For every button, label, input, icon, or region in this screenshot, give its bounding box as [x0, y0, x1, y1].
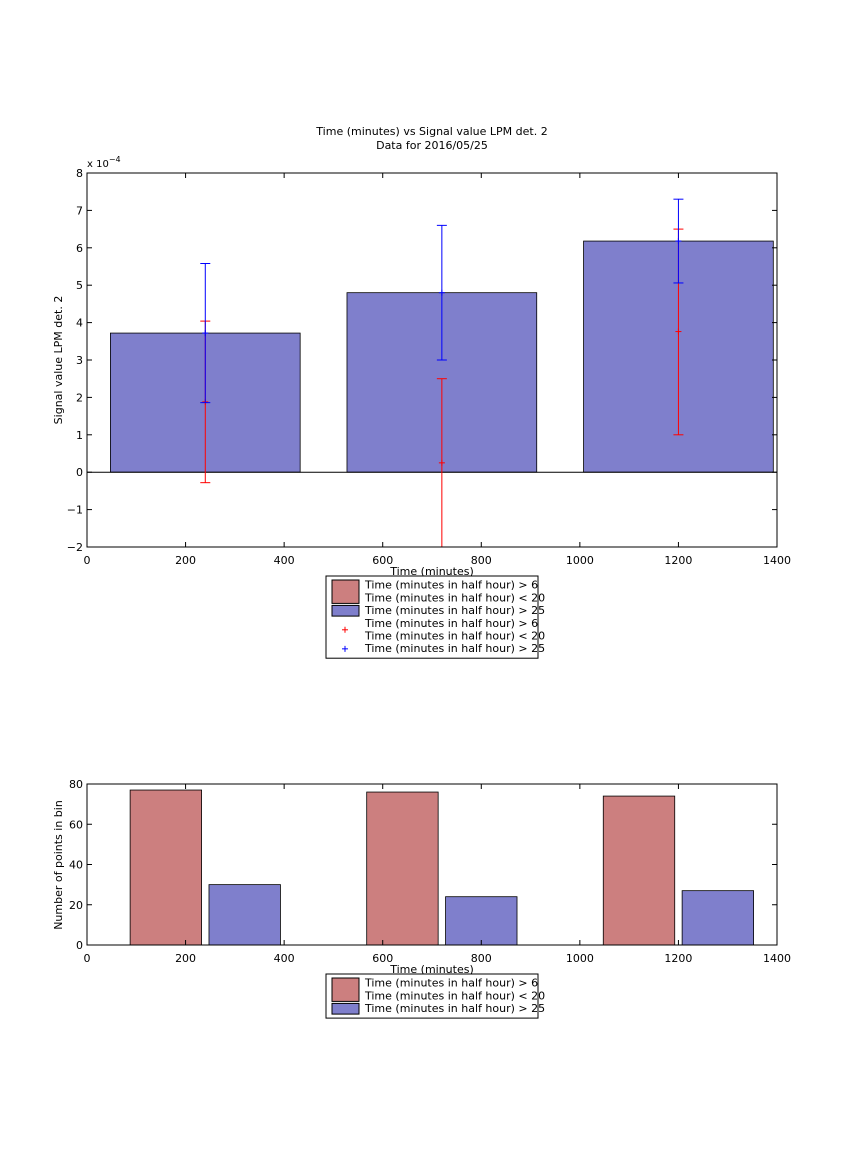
red-bar	[366, 791, 439, 946]
x-tick-label: 1000	[566, 952, 594, 965]
x-tick-label: 0	[84, 554, 91, 567]
blue-bar	[681, 890, 754, 946]
legend-swatch	[331, 1002, 360, 1015]
chart-title: Time (minutes) vs Signal value LPM det. …	[315, 125, 547, 138]
x-axis-label: Time (minutes)	[389, 565, 474, 578]
y-tick-label: 8	[76, 167, 83, 180]
legend-box	[325, 973, 539, 1019]
blue-errorbar	[436, 224, 447, 361]
y-tick-label: 2	[76, 391, 83, 404]
legend-label: Time (minutes in half hour) > 25	[364, 1002, 545, 1015]
legend-swatch	[331, 977, 360, 1002]
x-tick-label: 200	[175, 554, 196, 567]
y-tick-label: 40	[69, 859, 83, 872]
legend-label: Time (minutes in half hour) > 6	[364, 977, 538, 990]
y-axis-label: Number of points in bin	[52, 800, 65, 930]
y-tick-label: 80	[69, 778, 83, 791]
x-tick-label: 800	[471, 554, 492, 567]
y-tick-label: 5	[76, 279, 83, 292]
x-axis-label: Time (minutes)	[389, 963, 474, 976]
chart-signal-value: Time (minutes) vs Signal value LPM det. …	[52, 125, 791, 659]
y-tick-label: −2	[67, 541, 83, 554]
y-tick-label: 6	[76, 242, 83, 255]
x-tick-label: 400	[274, 554, 295, 567]
x-tick-label: 200	[175, 952, 196, 965]
x-tick-label: 1400	[763, 952, 791, 965]
x-tick-label: 1400	[763, 554, 791, 567]
legend-label: Time (minutes in half hour) < 20	[364, 591, 545, 604]
x-tick-label: 600	[372, 554, 393, 567]
x-tick-label: 1200	[664, 952, 692, 965]
y-tick-label: −1	[67, 504, 83, 517]
x-tick-label: 1000	[566, 554, 594, 567]
y-tick-label: 3	[76, 354, 83, 367]
red-bar	[129, 789, 202, 946]
x-tick-label: 0	[84, 952, 91, 965]
y-tick-label: 7	[76, 204, 83, 217]
blue-errorbar	[200, 263, 211, 404]
legend-label: Time (minutes in half hour) < 20	[364, 630, 545, 643]
x-tick-label: 1200	[664, 554, 692, 567]
legend-label: Time (minutes in half hour) > 6	[364, 617, 538, 630]
y-tick-label: 0	[76, 939, 83, 952]
legend-label: Time (minutes in half hour) < 20	[364, 989, 545, 1002]
y-axis-label: Signal value LPM det. 2	[52, 296, 65, 425]
legend-label: Time (minutes in half hour) > 6	[364, 579, 538, 592]
red-bar	[602, 795, 676, 946]
y-exponent-label: x 10−4	[87, 155, 121, 170]
y-tick-label: 60	[69, 818, 83, 831]
x-tick-label: 600	[372, 952, 393, 965]
y-tick-label: 0	[76, 466, 83, 479]
legend-swatch	[331, 579, 360, 604]
x-tick-label: 400	[274, 952, 295, 965]
y-tick-label: 4	[76, 317, 83, 330]
legend-label: Time (minutes in half hour) > 25	[364, 604, 545, 617]
legend-box	[325, 575, 539, 659]
y-tick-label: 1	[76, 429, 83, 442]
x-tick-label: 800	[471, 952, 492, 965]
y-tick-label: 20	[69, 899, 83, 912]
blue-bar	[445, 896, 518, 946]
legend-swatch	[331, 604, 360, 617]
blue-bar	[208, 884, 281, 946]
legend-label: Time (minutes in half hour) > 25	[364, 642, 545, 655]
chart-points-in-bin: 0 200 400 600 800 1000 1200 1400 0 20 40 60 80 Time …	[52, 778, 791, 1019]
blue-errorbar	[673, 198, 684, 284]
chart-subtitle: Data for 2016/05/25	[376, 139, 488, 152]
